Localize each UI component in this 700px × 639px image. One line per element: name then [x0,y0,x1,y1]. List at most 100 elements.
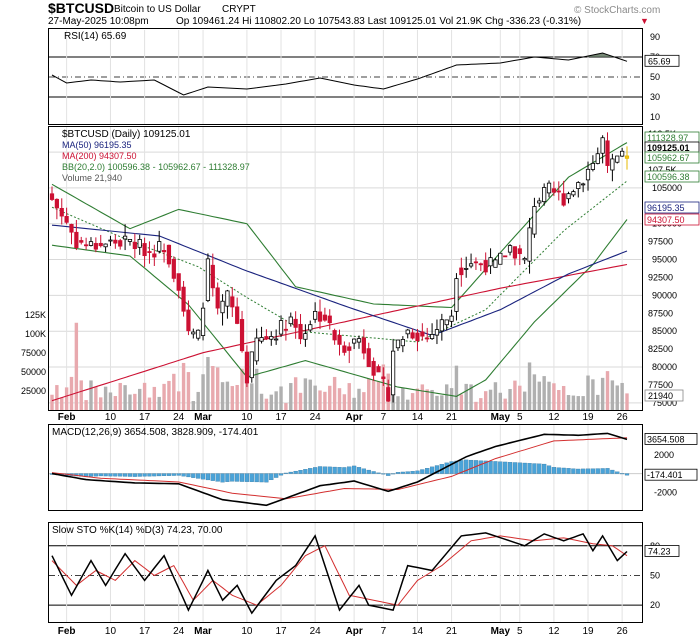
candle-body [537,200,542,204]
volume-bar [420,384,425,410]
candle-body [473,261,479,264]
sto-label: Slow STO %K(14) %D(3) 74.23, 70.00 [52,525,223,536]
volume-bar [454,365,459,410]
x-axis-label-bottom: Mar [194,626,212,637]
x-axis-label: 14 [412,412,424,423]
candle-body [468,263,474,267]
candle-body [610,158,615,171]
x-axis-label: 17 [139,412,151,423]
volume-bar [211,366,215,410]
macd-histogram-bar [264,473,269,483]
macd-histogram-bar [395,472,401,474]
candle-body [239,319,245,352]
volume-bar [89,380,93,410]
x-axis-label: 21 [446,412,458,423]
volume-bar [196,391,200,410]
volume-bar [147,397,152,410]
macd-histogram-bar [342,467,347,474]
macd-histogram-bar [400,471,405,474]
volume-bar [103,386,108,410]
volume-bar [449,388,454,410]
candle-body [615,155,620,163]
volume-tag: 21940 [644,389,684,402]
candle-body [444,319,449,326]
macd-histogram-bar [157,473,162,477]
price-tag: 111328.97 [644,131,700,144]
candle-body [342,345,347,353]
macd-histogram-bar [239,473,245,482]
macd-histogram-bar [600,468,605,474]
candle-body [400,339,405,347]
volume-bar [337,388,342,410]
legend-volume: Volume 21,940 [62,173,122,183]
macd-histogram-bar [434,465,440,474]
candle-body [113,239,118,244]
price-panel: 112.5K107.5K102.5K9750092500875008250077… [21,127,700,410]
volume-bar [318,390,322,410]
candle-body [205,258,211,301]
volume-bar [610,380,615,410]
candle-body [352,338,357,344]
volume-bar [415,388,420,410]
volume-bar [284,403,288,410]
candle-body [493,259,498,268]
macd-histogram-bar [200,473,206,480]
panel-frames [48,28,643,623]
volume-bar [547,381,551,410]
rsi-tick: 90 [650,32,660,42]
volume-bar [552,383,556,410]
candle-body [415,332,420,342]
macd-histogram-bar [522,462,527,474]
volume-bar [464,383,468,410]
candle-body [449,315,454,322]
price-tick: 85000 [652,326,677,336]
macd-histogram-bar [620,473,625,475]
candle-body [429,334,435,340]
rsi-panel: 907050301065.69 [49,30,680,124]
macd-histogram-bar [122,473,128,477]
volume-bar [493,382,498,410]
macd-histogram-bar [546,465,552,474]
macd-tag-box [644,468,698,481]
macd-histogram-bar [405,471,410,474]
x-axis-label: 12 [548,412,560,423]
macd-tag: 3654.508 [644,433,698,445]
macd-histogram-bar [478,460,483,474]
volume-bar [69,376,74,410]
volume-bar [483,391,488,410]
volume-bar [230,386,235,410]
rsi-tag-box [644,54,680,67]
macd-histogram-bar [464,459,469,474]
macd-histogram-bar [313,467,318,474]
candle-body [390,350,396,396]
macd-histogram-bar [561,467,566,474]
price-tick: 87500 [648,308,673,318]
x-axis-label-bottom: 24 [173,626,185,637]
volume-bar [191,401,196,410]
candle-body [157,241,162,252]
candle-body [478,263,483,266]
candle-body [93,243,98,250]
volume-bar [557,390,561,410]
candle-body [132,241,137,250]
candle-body [49,193,55,200]
volume-bar [113,396,118,410]
macd-histogram-bar [590,468,595,474]
candle-body [186,309,191,332]
volume-bar [313,385,317,410]
macd-histogram-bar [488,461,493,474]
x-axis-label: 7 [381,412,387,423]
candle-body [254,337,259,362]
volume-bar [367,378,371,410]
price-tag-text: 109125.01 [647,143,690,153]
x-axis-label-bottom: 10 [105,626,117,637]
candle-body [605,140,610,166]
macd-histogram-bar [566,468,571,474]
volume-bar [469,384,473,410]
macd-histogram-bar [605,468,610,474]
price-tag: 105962.67 [644,151,700,164]
macd-histogram-bar [585,468,591,474]
candle-body [98,242,103,247]
volume-bar [459,394,464,410]
